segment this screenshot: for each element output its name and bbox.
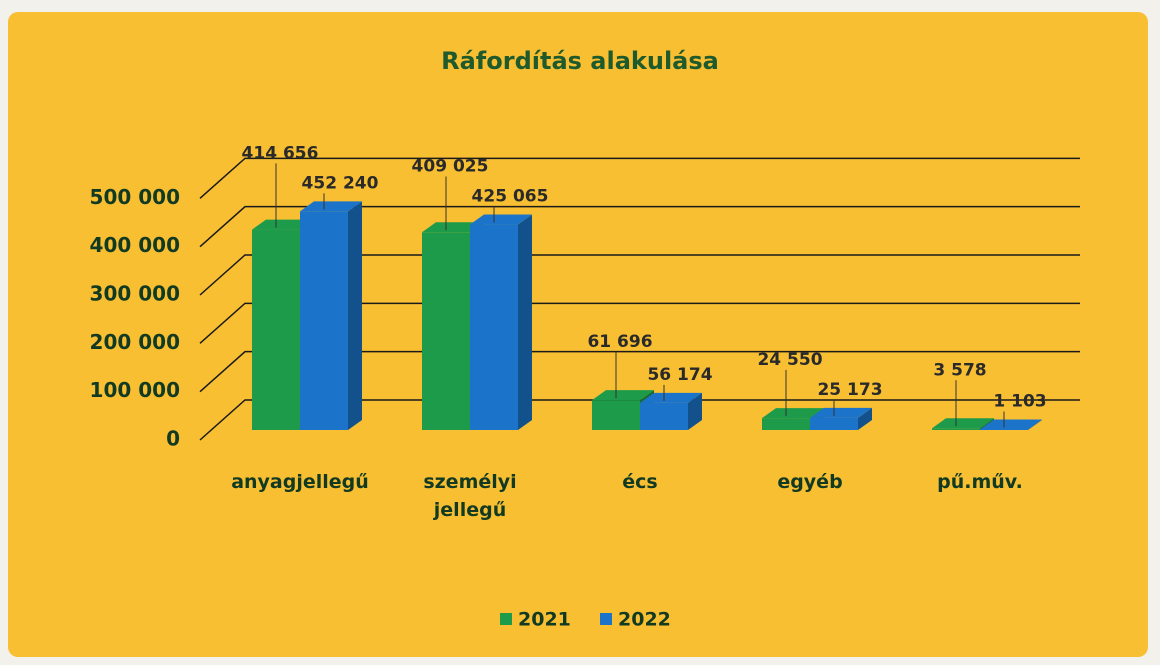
data-label: 25 173 — [817, 380, 882, 400]
grid-line — [199, 350, 1080, 393]
y-tick-label: 0 — [166, 427, 180, 451]
data-label: 409 025 — [412, 157, 489, 177]
y-tick-label: 100 000 — [90, 378, 180, 402]
legend-label: 2022 — [618, 609, 671, 631]
bar — [640, 392, 702, 430]
y-tick-label: 400 000 — [90, 233, 180, 257]
bar — [810, 407, 872, 430]
data-label: 452 240 — [302, 173, 379, 193]
data-label: 61 696 — [587, 332, 652, 352]
y-tick-label: 200 000 — [90, 330, 180, 354]
data-label: 56 174 — [647, 365, 712, 385]
chart-background — [8, 12, 1148, 657]
data-label: 1 103 — [993, 391, 1046, 411]
x-tick-label: egyéb — [777, 471, 843, 493]
legend-swatch — [600, 613, 612, 625]
data-label: 3 578 — [933, 360, 986, 380]
grid-line — [199, 302, 1080, 344]
data-label: 425 065 — [472, 187, 549, 207]
data-label: 24 550 — [757, 350, 822, 370]
grid-line — [199, 254, 1080, 296]
x-tick-label: személyi jellegű — [423, 471, 517, 521]
y-tick-label: 300 000 — [90, 282, 180, 306]
bar — [300, 201, 362, 430]
grid-line — [199, 205, 1080, 248]
bar — [470, 214, 532, 430]
legend-label: 2021 — [518, 609, 571, 631]
data-label: 414 656 — [242, 143, 319, 163]
x-tick-label: écs — [622, 471, 658, 493]
grid-line — [199, 399, 1080, 441]
y-tick-label: 500 000 — [90, 185, 180, 209]
grid-line — [199, 157, 1080, 199]
x-tick-label: anyagjellegű — [231, 471, 369, 493]
x-tick-label: pű.műv. — [937, 471, 1023, 493]
chart-title: Ráfordítás alakulása — [441, 47, 719, 75]
bar — [980, 419, 1042, 430]
legend-swatch — [500, 613, 512, 625]
